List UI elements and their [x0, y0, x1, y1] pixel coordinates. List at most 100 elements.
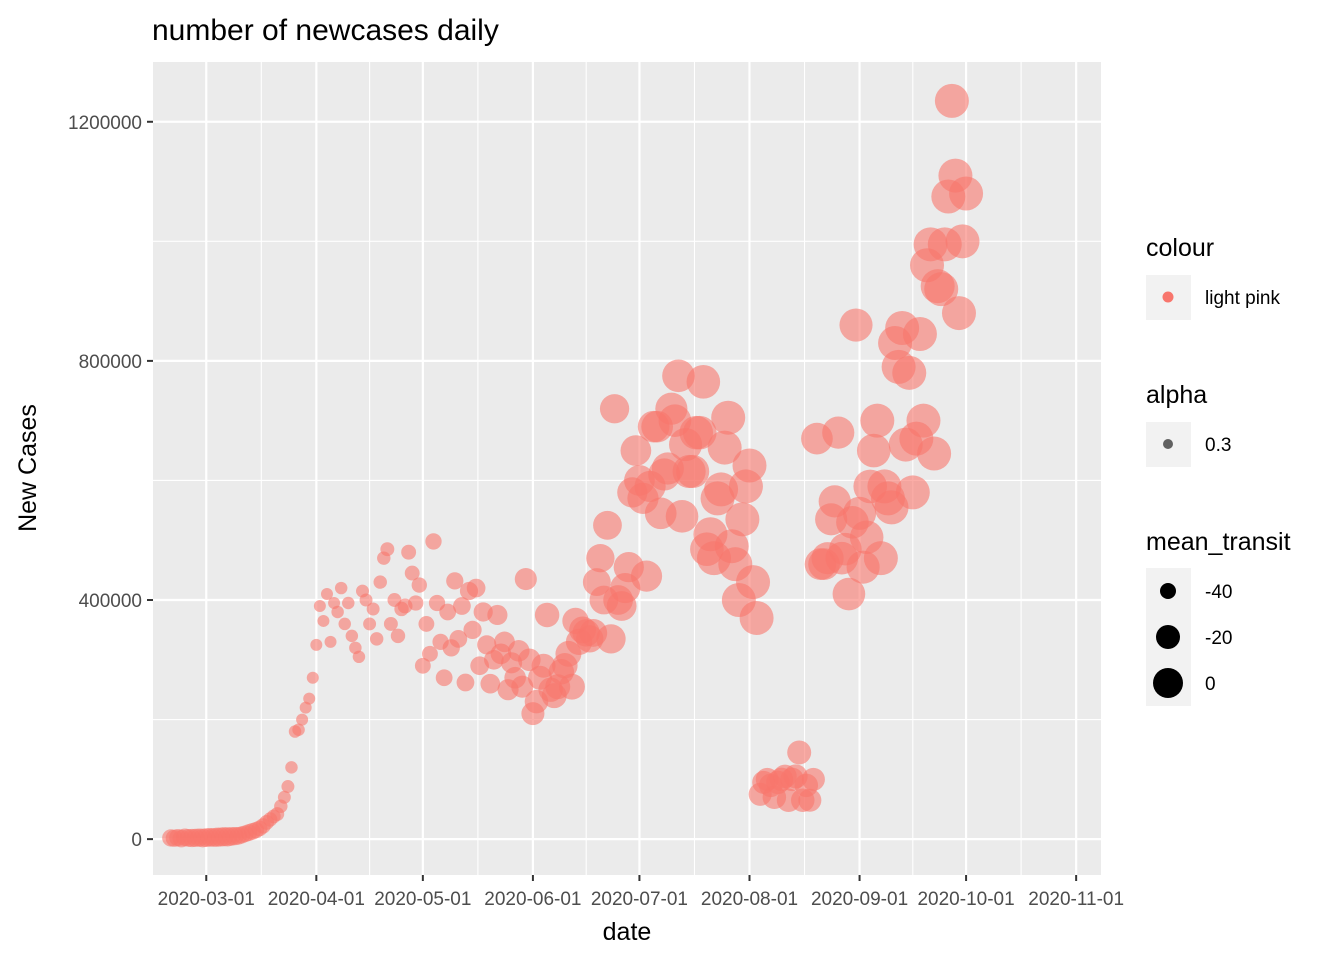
data-point — [892, 355, 927, 390]
data-point — [732, 448, 767, 483]
x-axis: 2020-03-01 2020-04-01 2020-05-01 2020-06-01… — [158, 875, 1124, 910]
data-point — [331, 605, 344, 619]
data-point — [514, 568, 537, 591]
data-point — [369, 632, 384, 646]
data-point — [676, 454, 710, 489]
x-tick-label: 2020-08-01 — [701, 889, 798, 910]
data-point — [934, 83, 969, 118]
data-point — [363, 617, 377, 631]
data-point — [860, 403, 895, 438]
data-point — [941, 296, 976, 331]
legend-title-colour: colour — [1146, 234, 1214, 262]
data-point — [586, 544, 615, 573]
x-axis-label: date — [603, 918, 652, 946]
data-point — [313, 599, 326, 612]
data-point — [277, 790, 291, 804]
y-axis: 0 400000 800000 1200000 — [68, 113, 153, 851]
data-point — [418, 616, 435, 632]
legend-size-swatch-0 — [1153, 668, 1183, 698]
data-point — [435, 669, 453, 687]
legend-size-swatch-minus-40 — [1160, 583, 1176, 599]
data-point — [334, 581, 348, 595]
grid-lines — [153, 62, 1101, 875]
data-point — [686, 365, 721, 399]
y-tick-label: 0 — [131, 830, 142, 851]
legend-title-alpha: alpha — [1146, 381, 1207, 409]
legend-label-alpha: 0.3 — [1205, 435, 1231, 456]
data-point — [822, 416, 855, 449]
y-tick-label: 1200000 — [68, 113, 142, 134]
data-point — [453, 597, 471, 615]
data-point — [285, 761, 298, 774]
legend-title-mean-transit: mean_transit — [1146, 528, 1291, 556]
data-point — [787, 740, 812, 765]
data-point — [599, 394, 630, 424]
data-point — [725, 502, 760, 537]
data-point — [310, 638, 323, 651]
data-point — [682, 415, 717, 450]
x-tick-label: 2020-09-01 — [811, 889, 908, 910]
data-point — [596, 624, 626, 654]
data-point — [404, 565, 420, 581]
data-point — [414, 657, 431, 674]
data-point — [446, 572, 464, 590]
y-tick-label: 800000 — [79, 352, 142, 373]
data-point — [383, 616, 398, 631]
data-point — [917, 436, 952, 471]
legend-label-minus-20: -20 — [1205, 628, 1232, 649]
data-point — [425, 533, 442, 550]
data-point — [662, 359, 695, 393]
x-tick-label: 2020-03-01 — [158, 889, 255, 910]
data-point — [856, 433, 891, 468]
legend-swatch-alpha — [1163, 439, 1173, 449]
data-point — [620, 435, 652, 466]
data-point — [665, 500, 699, 533]
data-point — [373, 575, 387, 589]
legend-label-0: 0 — [1205, 674, 1216, 695]
data-point — [303, 692, 316, 705]
data-point — [707, 430, 742, 465]
data-point — [422, 645, 438, 662]
data-point — [487, 604, 508, 626]
legend-size-swatch-minus-20 — [1156, 625, 1180, 649]
data-point — [832, 577, 866, 611]
data-point — [924, 272, 959, 307]
data-point — [359, 593, 373, 607]
x-tick-label: 2020-10-01 — [917, 889, 1014, 910]
data-point — [292, 723, 305, 736]
data-point — [711, 400, 746, 435]
data-point — [411, 577, 427, 593]
data-point — [906, 403, 941, 438]
data-point — [320, 588, 333, 601]
data-point — [456, 673, 475, 692]
data-point — [380, 542, 395, 557]
y-axis-label: New Cases — [14, 404, 42, 532]
legend: colour light pink alpha 0.3 mean_transit… — [1146, 234, 1291, 706]
legend-label-light-pink: light pink — [1205, 288, 1280, 309]
data-points — [162, 83, 984, 848]
data-point — [449, 629, 468, 648]
data-point — [630, 560, 663, 592]
data-point — [801, 767, 825, 791]
data-point — [408, 595, 424, 611]
data-point — [704, 472, 739, 507]
x-tick-label: 2020-07-01 — [591, 889, 688, 910]
data-point — [895, 475, 930, 510]
data-point — [480, 673, 501, 694]
data-point — [511, 675, 534, 698]
x-tick-label: 2020-05-01 — [374, 889, 471, 910]
data-point — [863, 541, 898, 576]
data-point — [390, 628, 406, 644]
data-point — [593, 510, 622, 540]
data-point — [902, 316, 937, 351]
legend-label-minus-40: -40 — [1205, 582, 1232, 603]
data-point — [352, 650, 366, 664]
data-point — [798, 788, 822, 812]
x-tick-label: 2020-04-01 — [268, 889, 365, 910]
data-point — [338, 617, 351, 631]
data-point — [281, 780, 295, 794]
data-point — [317, 614, 330, 627]
data-point — [466, 578, 486, 598]
data-point — [306, 671, 319, 684]
chart-title: number of newcases daily — [152, 14, 499, 47]
